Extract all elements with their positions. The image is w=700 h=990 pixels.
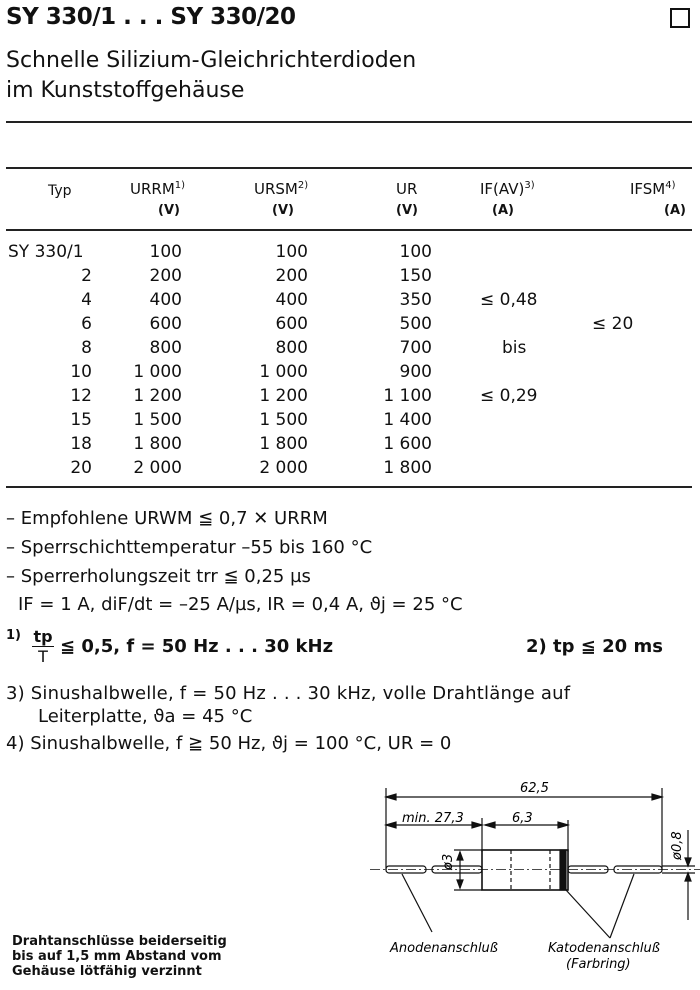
dim-body-dia: ø3: [441, 854, 456, 871]
cell-urrm: 100: [149, 242, 182, 262]
label-cathode: Katodenanschluß: [548, 941, 660, 956]
ifav-upper: ≤ 0,48: [480, 290, 538, 310]
fn1-text: ≦ 0,5, f = 50 Hz . . . 30 kHz: [60, 636, 334, 657]
label-cathode-note: (Farbring): [566, 957, 631, 972]
cell-typ: 10: [70, 362, 92, 382]
cell-typ: 4: [81, 290, 92, 310]
cell-ur: 350: [399, 290, 432, 310]
col-ur: UR: [396, 180, 418, 198]
table-header-rule: [6, 229, 692, 231]
subtitle-line2: im Kunststoffgehäuse: [6, 78, 245, 103]
col-urrm: URRM1): [130, 180, 185, 198]
ifav-mid: bis: [502, 338, 527, 358]
col-ursm-unit: (V): [272, 203, 294, 218]
checkbox-square: [670, 8, 690, 28]
col-ifsm: IFSM4): [630, 180, 676, 198]
cell-ursm: 600: [275, 314, 308, 334]
divider: [6, 121, 692, 123]
fn1-numerator: tp: [32, 627, 54, 647]
fn1-fraction: tp T: [32, 627, 54, 666]
cell-typ: 15: [70, 410, 92, 430]
fn1-mark: 1): [6, 628, 21, 643]
col-sup: 2): [297, 180, 309, 191]
cell-ursm: 400: [275, 290, 308, 310]
cell-typ: 6: [81, 314, 92, 334]
cell-typ: 8: [81, 338, 92, 358]
col-sup: 3): [524, 180, 535, 191]
cell-urrm: 600: [149, 314, 182, 334]
col-ifav: IF(AV)3): [480, 180, 535, 198]
page-title: SY 330/1 . . . SY 330/20: [6, 4, 296, 30]
cell-ursm: 2 000: [259, 458, 308, 478]
table-top-rule: [6, 167, 692, 169]
fn4-text: 4) Sinushalbwelle, f ≧ 50 Hz, ϑj = 100 °…: [6, 733, 452, 754]
note-line1: Drahtanschlüsse beiderseitig: [12, 934, 227, 949]
cell-urrm: 200: [149, 266, 182, 286]
cell-typ: 18: [70, 434, 92, 454]
cell-ursm: 1 000: [259, 362, 308, 382]
col-label: IF(AV): [480, 180, 525, 198]
cell-ursm: 1 200: [259, 386, 308, 406]
fn3-line1: 3) Sinushalbwelle, f = 50 Hz . . . 30 kH…: [6, 683, 571, 704]
dim-total: 62,5: [520, 781, 549, 796]
cell-ur: 100: [399, 242, 432, 262]
table-bottom-rule: [6, 486, 692, 488]
col-label: IFSM: [630, 180, 666, 198]
cell-ursm: 1 500: [259, 410, 308, 430]
feature-urwm: – Empfohlene URWM ≦ 0,7 ✕ URRM: [6, 508, 328, 529]
cell-ur: 150: [399, 266, 432, 286]
note-line3: Gehäuse lötfähig verzinnt: [12, 964, 202, 979]
dim-body: 6,3: [512, 811, 533, 826]
col-ifav-unit: (A): [492, 203, 514, 218]
col-label: URSM: [254, 180, 298, 198]
cell-urrm: 400: [149, 290, 182, 310]
cell-urrm: 1 000: [133, 362, 182, 382]
fn2-text: 2) tp ≦ 20 ms: [526, 636, 663, 657]
cell-ur: 900: [399, 362, 432, 382]
col-sup: 1): [174, 180, 186, 191]
cell-ur: 1 600: [383, 434, 432, 454]
cell-ur: 700: [399, 338, 432, 358]
col-urrm-unit: (V): [158, 203, 180, 218]
col-typ: Typ: [48, 183, 72, 199]
dim-wire-dia: ø0,8: [670, 831, 685, 861]
cell-typ: 2: [81, 266, 92, 286]
label-anode: Anodenanschluß: [389, 941, 498, 956]
cell-urrm: 800: [149, 338, 182, 358]
feature-recovery-time: – Sperrerholungszeit trr ≦ 0,25 µs: [6, 566, 311, 587]
col-label: URRM: [130, 180, 175, 198]
cell-ursm: 1 800: [259, 434, 308, 454]
feature-conditions: IF = 1 A, diF/dt = –25 A/µs, IR = 0,4 A,…: [18, 594, 463, 615]
subtitle-line1: Schnelle Silizium-Gleichrichterdioden: [6, 48, 417, 73]
col-ur-unit: (V): [396, 203, 418, 218]
note-line2: bis auf 1,5 mm Abstand vom: [12, 949, 222, 964]
cell-urrm: 1 800: [133, 434, 182, 454]
cell-typ: 12: [70, 386, 92, 406]
col-ifsm-unit: (A): [664, 203, 686, 218]
cell-ur: 500: [399, 314, 432, 334]
cell-ursm: 800: [275, 338, 308, 358]
cell-typ: SY 330/1: [8, 242, 84, 262]
col-ursm: URSM2): [254, 180, 308, 198]
cell-ur: 1 400: [383, 410, 432, 430]
diode-dimension-drawing: 62,5 min. 27,3 6,3 ø3 ø0,8 Anodenanschlu…: [370, 781, 700, 972]
cell-typ: 20: [70, 458, 92, 478]
ifav-lower: ≤ 0,29: [480, 386, 538, 406]
feature-temperature: – Sperrschichttemperatur –55 bis 160 °C: [6, 537, 373, 558]
fn3-line2: Leiterplatte, ϑa = 45 °C: [38, 706, 253, 727]
cell-ur: 1 100: [383, 386, 432, 406]
dim-lead: min. 27,3: [402, 811, 464, 826]
cell-urrm: 2 000: [133, 458, 182, 478]
ifsm-value: ≤ 20: [592, 314, 634, 334]
fn1-denominator: T: [38, 647, 48, 666]
cell-ursm: 100: [275, 242, 308, 262]
cell-urrm: 1 500: [133, 410, 182, 430]
cell-urrm: 1 200: [133, 386, 182, 406]
cell-ur: 1 800: [383, 458, 432, 478]
col-sup: 4): [665, 180, 676, 191]
cell-ursm: 200: [275, 266, 308, 286]
